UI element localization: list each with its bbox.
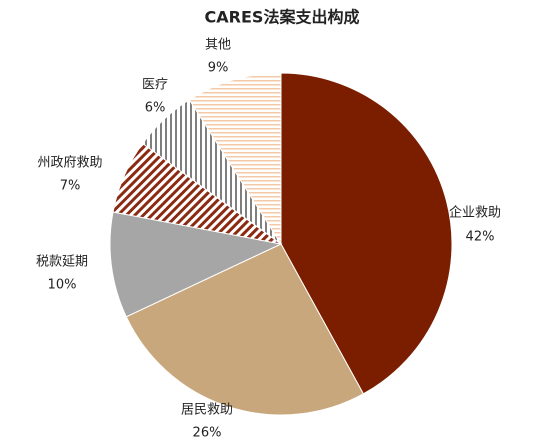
- slice-label: 其他: [205, 38, 231, 53]
- slice-value-label: 6%: [145, 101, 166, 116]
- slice-value-label: 26%: [193, 426, 222, 441]
- slice-label: 州政府救助: [37, 155, 102, 171]
- pie-slice: [280, 72, 453, 395]
- pie-slice: [125, 243, 365, 416]
- pie-slice: [188, 72, 282, 246]
- slice-label: 居民救助: [181, 402, 233, 418]
- slice-label: 医疗: [142, 78, 168, 93]
- slice-value-label: 42%: [466, 230, 495, 245]
- slice-label: 企业救助: [449, 205, 501, 221]
- chart-title: CARES法案支出构成: [205, 8, 360, 27]
- slice-value-label: 9%: [208, 61, 229, 76]
- slice-value-label: 10%: [48, 278, 77, 293]
- slice-value-label: 7%: [60, 179, 81, 194]
- slice-label: 税款延期: [36, 255, 88, 270]
- pie-slice: [109, 211, 283, 318]
